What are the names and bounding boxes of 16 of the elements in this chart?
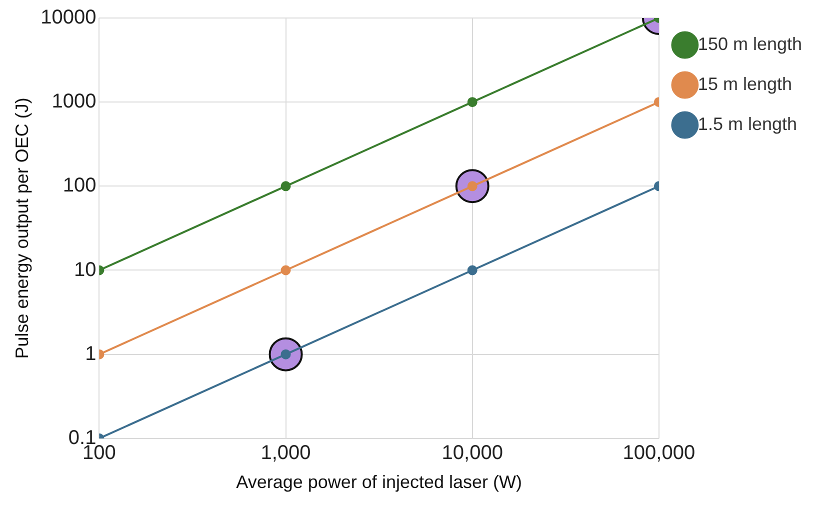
- y-tick-label: 1: [85, 342, 96, 365]
- y-axis-title: Pulse energy output per OEC (J): [12, 98, 32, 359]
- point: [280, 181, 291, 192]
- x-tick-label: 1,000: [260, 442, 311, 464]
- x-tick-label: 100,000: [622, 442, 696, 464]
- legend-label: 15 m length: [698, 74, 792, 94]
- legend-label: 150 m length: [698, 34, 802, 54]
- y-tick-label: 1000: [52, 90, 96, 113]
- point: [467, 97, 478, 108]
- x-axis-title: Average power of injected laser (W): [236, 472, 522, 492]
- point: [467, 265, 478, 276]
- y-tick-label: 10000: [40, 6, 96, 29]
- y-tick-label: 10: [74, 258, 96, 281]
- y-tick-label: 100: [62, 174, 96, 197]
- x-tick-label: 10,000: [442, 442, 503, 464]
- legend-label: 1.5 m length: [698, 114, 797, 134]
